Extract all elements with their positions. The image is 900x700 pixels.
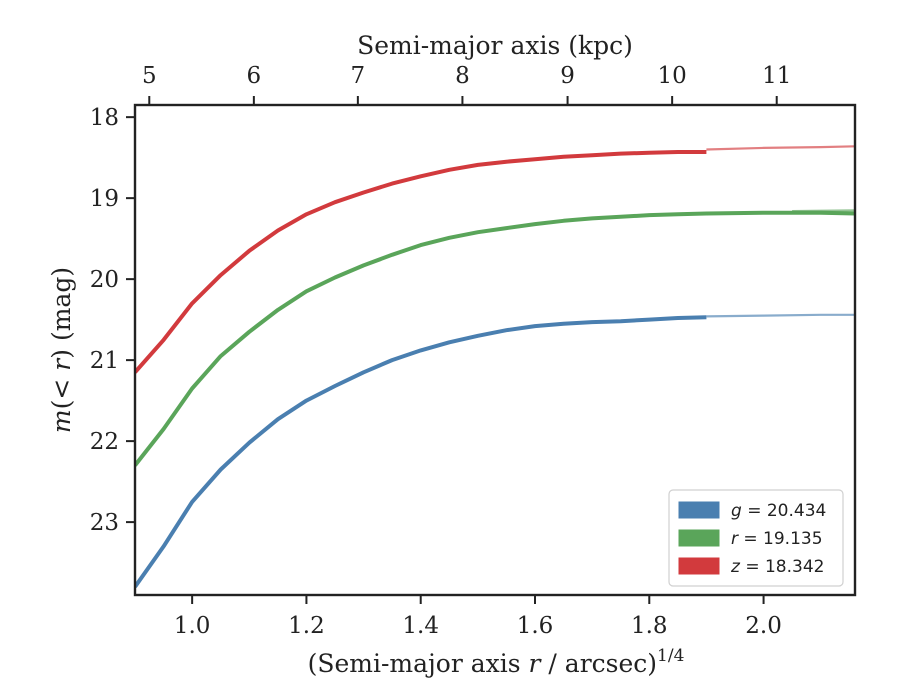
x-tick-label: 1.4: [402, 613, 439, 639]
legend-label-g: g = 20.434: [731, 501, 826, 521]
series-layer: [135, 145, 855, 589]
top-tick-label: 6: [247, 63, 262, 89]
top-tick-label: 7: [351, 63, 366, 89]
legend-label-z: z = 18.342: [730, 557, 824, 577]
legend-swatch-z: [678, 557, 720, 575]
x-tick-label: 1.2: [288, 613, 325, 639]
series-z-line: [135, 150, 707, 374]
series-g-extension: [706, 313, 855, 318]
y-axis-label: m(< r) (mag): [47, 267, 76, 433]
x-tick-label: 1.6: [517, 613, 554, 639]
series-g-line: [135, 315, 707, 589]
top-tick-label: 10: [658, 63, 687, 89]
top-axis-label: Semi-major axis (kpc): [357, 31, 633, 60]
x-tick-label: 1.8: [631, 613, 668, 639]
axes-layer: 1.0 1.2 1.4 1.6 1.8 2.0 18 19 20 21 22 23 5 6 7 8 9 10 11: [90, 63, 857, 639]
y-tick-label: 19: [90, 186, 119, 212]
series-r-line: [135, 210, 855, 467]
top-tick-label: 8: [455, 63, 470, 89]
x-tick-label: 2.0: [745, 613, 782, 639]
legend-label-r: r = 19.135: [731, 529, 823, 549]
y-tick-label: 20: [90, 267, 119, 293]
x-tick-label: 1.0: [174, 613, 211, 639]
x-axis-label: (Semi-major axis r / arcsec)1/4: [308, 646, 685, 678]
legend-swatch-r: [678, 529, 720, 547]
top-tick-label: 11: [762, 63, 791, 89]
y-tick-label: 21: [90, 348, 119, 374]
series-z-extension: [706, 145, 855, 151]
legend-swatch-g: [678, 501, 720, 519]
top-tick-label: 9: [560, 63, 575, 89]
plot-frame: [133, 103, 857, 597]
y-tick-label: 22: [90, 429, 119, 455]
y-tick-label: 23: [90, 510, 119, 536]
y-tick-label: 18: [90, 105, 119, 131]
top-tick-label: 5: [142, 63, 157, 89]
legend: g = 20.434 r = 19.135 z = 18.342: [668, 489, 844, 587]
